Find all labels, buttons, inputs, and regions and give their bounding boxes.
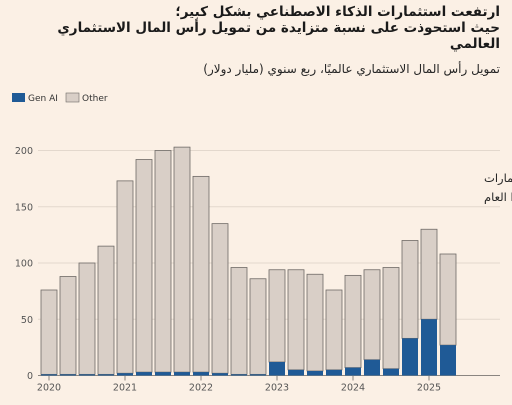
bar-gen-ai: [79, 374, 95, 376]
bar-other: [268, 269, 286, 363]
x-tick-label: 2024: [341, 383, 365, 394]
bar-gen-ai: [307, 371, 323, 376]
legend-swatch-gen-ai: [12, 93, 25, 102]
bar-other: [97, 245, 115, 375]
bar-other: [78, 262, 96, 375]
header: ارتفعت استثمارات الذكاء الاصطناعي بشكل ك…: [12, 4, 500, 76]
bar-other: [382, 267, 400, 370]
bar-other: [420, 228, 438, 320]
axis-layer: 0 50 100 150 200 2020 2021 2022 2023 2024 2025: [15, 146, 441, 394]
y-tick-label: 100: [15, 259, 33, 270]
bar-gen-ai: [383, 368, 399, 376]
legend: Gen AI Other: [12, 92, 108, 104]
bar-gen-ai: [345, 367, 361, 376]
legend-label-other: Other: [82, 94, 108, 104]
bar-other: [40, 289, 58, 375]
bar-other: [401, 240, 419, 339]
x-tick-label: 2023: [265, 383, 289, 394]
bar-other: [439, 253, 457, 346]
bar-gen-ai: [212, 373, 228, 376]
bar-other: [192, 175, 210, 373]
bar-other: [59, 276, 77, 375]
bar-other: [287, 269, 305, 371]
chart-title-line1: ارتفعت استثمارات الذكاء الاصطناعي بشكل ك…: [175, 4, 500, 20]
legend-label-gen-ai: Gen AI: [28, 94, 58, 104]
bar-layer: [40, 146, 457, 376]
annotation: شكل الذكاء الاصطناعي 33% من إجمالي استثم…: [484, 171, 512, 205]
bar-other: [344, 274, 362, 369]
y-tick-label: 0: [27, 371, 33, 382]
bar-other: [154, 150, 172, 373]
bar-other: [249, 278, 267, 375]
bar-gen-ai: [364, 359, 380, 376]
x-tick-label: 2020: [37, 383, 61, 394]
y-tick-label: 50: [21, 315, 33, 326]
bar-gen-ai: [402, 338, 418, 376]
annotation-line2: رأس المال الاستثماري هذا العام: [484, 189, 512, 205]
annotation-line1: شكل الذكاء الاصطناعي 33% من إجمالي استثم…: [484, 171, 512, 186]
bar-other: [135, 159, 153, 373]
bar-gen-ai: [136, 372, 152, 376]
bar-other: [211, 223, 229, 374]
chart-title-line2: حيث استحوذت على نسبة متزايدة من تمويل رأ…: [57, 20, 500, 52]
chart-subtitle: تمويل رأس المال الاستثماري عالميًا، ربع …: [203, 62, 500, 76]
x-tick-label: 2025: [417, 383, 441, 394]
legend-swatch-other: [65, 92, 80, 103]
y-tick-label: 150: [15, 202, 33, 213]
bar-gen-ai: [288, 369, 304, 376]
bar-other: [306, 273, 324, 372]
bar-gen-ai: [155, 372, 171, 376]
bar-gen-ai: [117, 373, 133, 376]
bar-gen-ai: [421, 319, 437, 376]
bar-gen-ai: [41, 374, 57, 376]
bar-other: [173, 146, 191, 373]
bar-gen-ai: [269, 362, 285, 376]
x-tick-label: 2021: [113, 383, 137, 394]
bar-other: [363, 269, 381, 361]
bar-gen-ai: [193, 372, 209, 376]
bar-other: [116, 180, 134, 374]
bar-gen-ai: [326, 369, 342, 376]
bar-gen-ai: [98, 374, 114, 376]
bar-gen-ai: [250, 374, 266, 376]
bar-gen-ai: [231, 374, 247, 376]
bar-gen-ai: [440, 345, 456, 376]
bar-other: [325, 289, 343, 371]
bar-gen-ai: [174, 372, 190, 376]
y-tick-label: 200: [15, 146, 33, 157]
bar-other: [230, 267, 248, 375]
x-tick-label: 2022: [189, 383, 213, 394]
bar-gen-ai: [60, 374, 76, 376]
